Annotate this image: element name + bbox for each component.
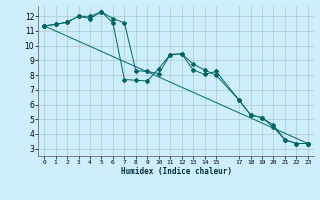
X-axis label: Humidex (Indice chaleur): Humidex (Indice chaleur)	[121, 167, 231, 176]
